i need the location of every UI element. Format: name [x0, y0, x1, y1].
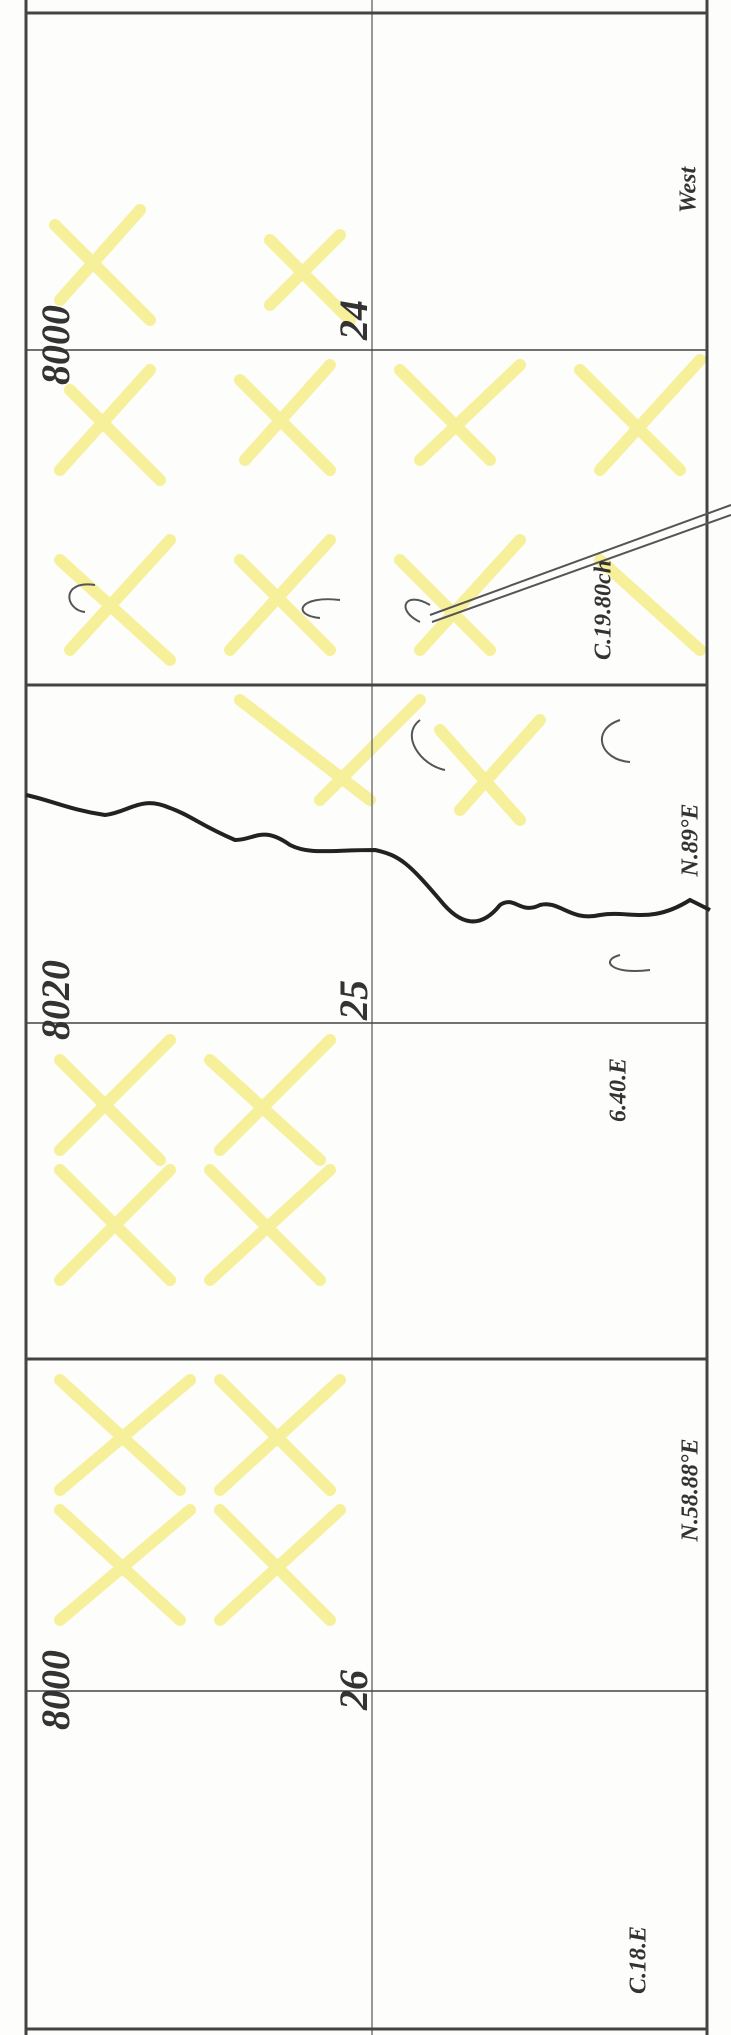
section-grid	[24, 0, 709, 2035]
survey-note: West	[676, 166, 702, 214]
section-label: 24	[331, 300, 376, 341]
survey-line	[68, 504, 731, 972]
survey-note: N.58.88°E	[678, 1439, 704, 1543]
labels: 8000 24 8020 25 8000 26 West C.19.80ch N.89°E 6.4…	[33, 166, 703, 1994]
section-label: 8000	[33, 305, 78, 385]
hatching	[49, 204, 706, 1626]
river	[25, 793, 711, 924]
survey-note: C.19.80ch	[591, 560, 617, 660]
survey-note: 6.40.E	[606, 1058, 632, 1122]
section-label: 8000	[33, 1650, 78, 1730]
survey-note: C.18.E	[626, 1926, 652, 1994]
section-label: 25	[331, 980, 376, 1021]
section-label: 26	[331, 1670, 376, 1711]
section-label: 8020	[33, 960, 78, 1040]
survey-note: N.89°E	[678, 804, 704, 878]
